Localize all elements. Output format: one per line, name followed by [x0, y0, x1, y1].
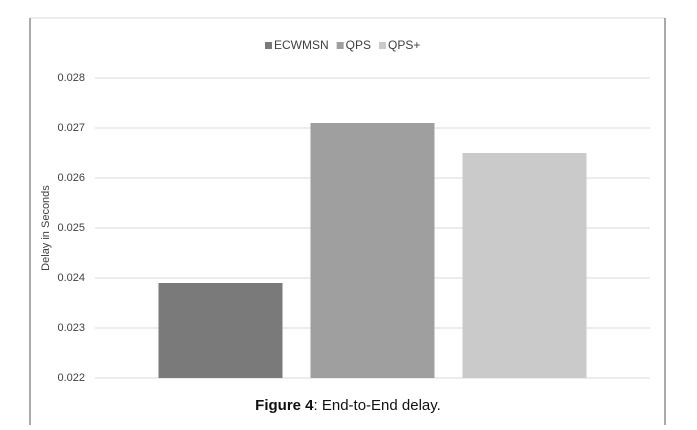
y-tick-label: 0.027: [57, 122, 85, 134]
legend-label: ECWMSN: [274, 38, 329, 52]
y-tick-label: 0.022: [57, 372, 85, 384]
legend-label: QPS+: [388, 38, 420, 52]
legend-label: QPS: [346, 38, 371, 52]
bar: [310, 123, 435, 378]
y-tick-label: 0.024: [57, 272, 85, 284]
legend-swatch: [379, 42, 387, 49]
legend-swatch: [336, 42, 344, 49]
caption: Figure 4: End-to-End delay.: [255, 397, 441, 414]
caption-text: : End-to-End delay.: [314, 397, 441, 414]
legend-swatch: [265, 42, 272, 49]
y-tick-label: 0.025: [57, 222, 85, 234]
y-axis-title: Delay in Seconds: [40, 185, 52, 271]
y-tick-label: 0.028: [57, 72, 85, 84]
y-tick-label: 0.023: [57, 322, 85, 334]
bar: [462, 153, 587, 378]
bar: [158, 283, 283, 378]
y-tick-label: 0.026: [57, 172, 85, 184]
caption-label: Figure 4: [255, 397, 314, 414]
